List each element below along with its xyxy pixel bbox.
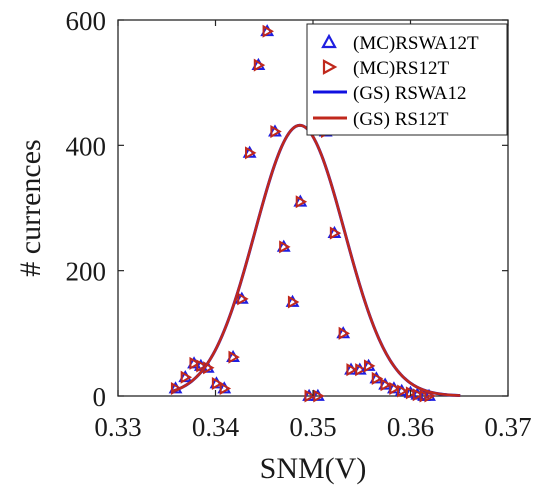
data-point-rs12t xyxy=(228,350,240,364)
data-point-rs12t xyxy=(329,226,342,240)
legend-label: (GS) RS12T xyxy=(353,109,449,130)
data-point-rs12t xyxy=(189,356,201,370)
data-point-rs12t xyxy=(253,58,266,72)
legend-entry: (MC)RS12T xyxy=(322,58,449,79)
data-point-rs12t xyxy=(424,389,436,403)
y-axis: 0 200 400 600 xyxy=(66,6,508,412)
legend-triangle-right-icon xyxy=(322,59,338,75)
data-point-rs12t xyxy=(371,371,384,385)
data-point-rs12t xyxy=(237,292,249,306)
data-point-rs12t xyxy=(380,378,392,392)
data-point-rs12t xyxy=(313,389,325,403)
data-point-rs12t xyxy=(304,389,316,403)
y-tick-label: 200 xyxy=(66,257,107,287)
data-point-rs12t xyxy=(270,125,282,139)
data-point-rs12t xyxy=(180,370,193,384)
legend-label: (MC)RS12T xyxy=(353,58,449,79)
y-axis-label: # currences xyxy=(14,139,47,276)
data-point-rs12t xyxy=(412,388,425,402)
legend-triangle-up-icon xyxy=(321,33,337,49)
data-point-rs12t xyxy=(196,359,208,373)
data-point-rs12t xyxy=(211,376,224,390)
legend-entry: (GS) RSWA12 xyxy=(313,83,466,104)
data-point-rs12t xyxy=(397,384,409,398)
x-tick-label: 0.33 xyxy=(94,412,141,442)
data-point-rs12t xyxy=(245,146,257,160)
data-point-rs12t xyxy=(287,295,300,309)
data-point-rs12t xyxy=(389,381,401,396)
y-tick-label: 0 xyxy=(93,382,107,412)
fit-curves xyxy=(171,123,461,398)
x-tick-label: 0.36 xyxy=(387,412,434,442)
legend-label: (GS) RSWA12 xyxy=(353,83,466,104)
legend-label: (MC)RSWA12T xyxy=(353,33,479,54)
x-axis-label: SNM(V) xyxy=(260,452,367,485)
x-axis: 0.33 0.34 0.35 0.36 0.37 xyxy=(94,20,532,442)
y-tick-label: 400 xyxy=(66,131,107,161)
data-point-rs12t xyxy=(219,381,232,396)
fit-curve-line xyxy=(171,123,461,397)
data-point-rs12t xyxy=(338,326,351,340)
y-tick-label: 600 xyxy=(66,6,107,36)
data-point-rs12t xyxy=(346,363,358,377)
legend-entry: (MC)RSWA12T xyxy=(321,33,479,54)
x-tick-label: 0.34 xyxy=(192,412,240,442)
data-point-rs12t xyxy=(279,240,291,254)
data-point-rs12t xyxy=(363,359,376,373)
data-point-rs12t xyxy=(295,195,308,209)
data-point-rs12t xyxy=(262,24,274,38)
x-tick-label: 0.37 xyxy=(484,412,531,442)
legend: (MC)RSWA12T (MC)RS12T (GS) RSWA12 (GS) R… xyxy=(306,23,508,136)
legend-entry: (GS) RS12T xyxy=(313,109,449,130)
fit-curve-line xyxy=(171,123,461,398)
data-point-rs12t xyxy=(355,363,367,377)
x-tick-label: 0.35 xyxy=(289,412,336,442)
